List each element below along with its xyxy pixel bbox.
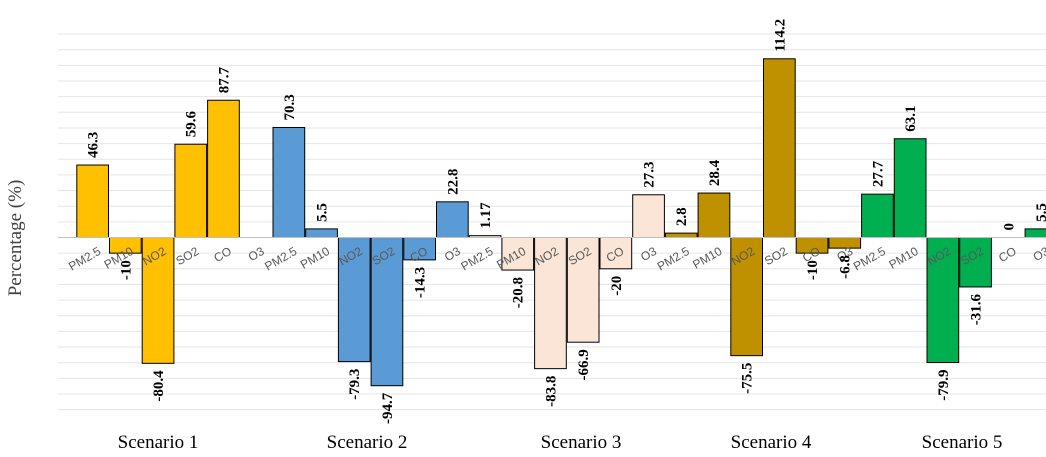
data-label-scenario-2-so2: -94.7 xyxy=(380,392,396,424)
data-label-scenario-1-pm10: -10 xyxy=(118,260,134,280)
data-labels: 46.3 -10 -80.4 59.6 87.7 70.3 5.5 -79.3 -94.7 -14… xyxy=(86,19,1046,424)
data-label-scenario-3-o3: 27.3 xyxy=(642,162,658,188)
data-label-scenario-3-pm10: -20.8 xyxy=(511,277,527,308)
category-label-o3: O3 xyxy=(1031,244,1046,264)
data-label-scenario-1-so2: 59.6 xyxy=(184,110,200,137)
data-label-scenario-5-o3: 5.5 xyxy=(1034,203,1046,222)
data-label-scenario-3-no2: -83.8 xyxy=(543,376,559,407)
bar-scenario-5-so2 xyxy=(959,237,992,288)
group-label-scenario-4: Scenario 4 xyxy=(730,432,812,453)
bar-scenario-3-co xyxy=(599,237,633,270)
category-label-co: CO xyxy=(996,244,1019,265)
group-label-scenario-3: Scenario 3 xyxy=(540,432,622,453)
data-label-scenario-4-no2: -75.5 xyxy=(740,363,756,394)
data-label-scenario-5-pm10: 63.1 xyxy=(903,105,919,131)
bar-scenario-5-no2 xyxy=(926,237,960,364)
bar-scenario-2-pm10 xyxy=(305,228,338,239)
group-label-scenario-2: Scenario 2 xyxy=(326,432,408,453)
bar-scenario-5-o3 xyxy=(1024,228,1046,239)
bar-scenario-4-pm2-5 xyxy=(664,232,698,238)
bar-scenario-3-no2 xyxy=(534,237,567,370)
bar-scenario-1-co xyxy=(207,99,240,238)
bar-scenario-2-no2 xyxy=(337,237,371,363)
data-label-scenario-1-co: 87.7 xyxy=(216,66,232,93)
category-label-pm10: PM10 xyxy=(886,244,920,272)
data-label-scenario-3-so2: -66.9 xyxy=(576,349,592,380)
data-label-scenario-5-pm2-5: 27.7 xyxy=(870,160,886,187)
data-label-scenario-5-so2: -31.6 xyxy=(969,293,985,325)
bar-scenario-4-so2 xyxy=(763,58,796,239)
category-label-so2: SO2 xyxy=(173,244,201,268)
bars xyxy=(76,58,1046,387)
data-label-scenario-5-co: 0 xyxy=(1001,223,1017,231)
data-label-scenario-2-co: -14.3 xyxy=(413,267,429,298)
category-label-pm10: PM10 xyxy=(298,244,332,272)
bar-scenario-5-pm2-5 xyxy=(861,193,894,239)
data-label-scenario-1-no2: -80.4 xyxy=(151,370,167,402)
bar-scenario-5-pm10 xyxy=(893,138,927,239)
data-label-scenario-4-o3: -6.8 xyxy=(838,255,854,279)
data-label-scenario-2-pm2-5: 70.3 xyxy=(282,94,298,120)
bar-scenario-2-so2 xyxy=(370,237,404,387)
data-label-scenario-5-no2: -79.9 xyxy=(936,370,952,401)
category-label-co: CO xyxy=(211,244,234,265)
data-label-scenario-4-so2: 114.2 xyxy=(772,19,788,52)
category-label-pm10: PM10 xyxy=(690,244,724,272)
data-label-scenario-3-co: -20 xyxy=(609,276,625,296)
data-label-scenario-4-pm2-5: 2.8 xyxy=(674,207,690,226)
bar-scenario-1-no2 xyxy=(141,237,175,364)
data-label-scenario-4-pm10: 28.4 xyxy=(707,159,723,186)
bar-scenario-2-pm2-5 xyxy=(272,126,306,238)
bar-scenario-1-so2 xyxy=(174,143,208,238)
bar-scenario-1-pm2-5 xyxy=(76,164,110,238)
bar-scenario-3-so2 xyxy=(566,237,600,343)
bar-scenario-4-no2 xyxy=(730,237,763,357)
data-label-scenario-4-co: -10 xyxy=(805,260,821,280)
data-label-scenario-3-pm2-5: 1.17 xyxy=(478,202,494,229)
data-label-scenario-2-pm10: 5.5 xyxy=(315,203,331,222)
bar-scenario-3-pm10 xyxy=(501,237,535,271)
category-label-so2: SO2 xyxy=(762,244,790,268)
bar-scenario-4-pm10 xyxy=(697,192,731,238)
group-label-scenario-5: Scenario 5 xyxy=(921,432,1003,453)
group-label-scenario-1: Scenario 1 xyxy=(117,432,199,453)
data-label-scenario-1-pm2-5: 46.3 xyxy=(86,132,102,158)
bar-scenario-3-o3 xyxy=(632,194,665,238)
bar-scenario-2-o3 xyxy=(436,201,469,238)
data-label-scenario-2-o3: 22.8 xyxy=(445,169,461,195)
data-label-scenario-2-no2: -79.3 xyxy=(347,369,363,400)
